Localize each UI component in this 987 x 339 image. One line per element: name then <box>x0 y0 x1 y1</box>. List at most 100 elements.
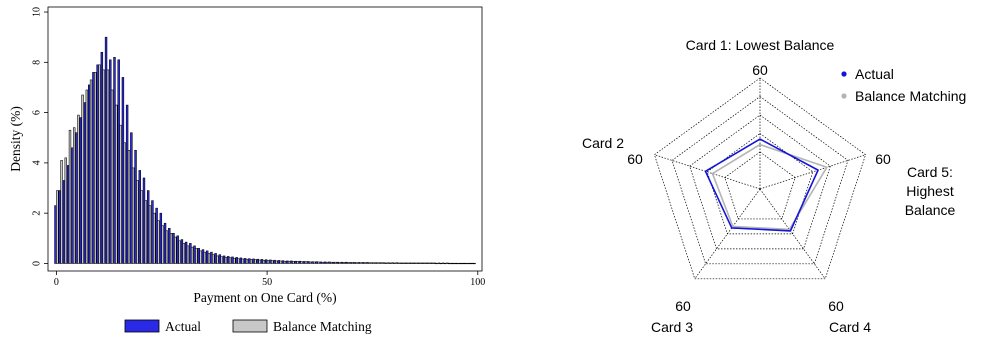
radar-labels: 60 60 60 60 60 Card 1: Lowest Balance Card 5: H… <box>582 37 956 335</box>
matching-bar <box>422 262 426 264</box>
actual-bar <box>323 261 327 264</box>
matching-bar <box>266 260 270 264</box>
radar-spoke <box>654 154 761 190</box>
actual-bar <box>378 262 382 264</box>
matching-bar <box>157 220 160 264</box>
actual-bar <box>319 261 323 264</box>
matching-bar <box>275 260 278 264</box>
matching-bar <box>448 262 451 265</box>
matching-bar <box>98 64 101 264</box>
matching-bar <box>203 251 207 264</box>
matching-bar <box>254 259 257 264</box>
actual-bar <box>168 227 171 264</box>
actual-bar <box>420 262 424 264</box>
matching-bar <box>287 260 291 264</box>
matching-bar <box>296 261 299 264</box>
actual-bar <box>155 207 158 264</box>
actual-bar <box>269 259 272 264</box>
actual-bar <box>227 256 230 264</box>
actual-bar <box>75 132 78 264</box>
actual-bar <box>214 253 217 264</box>
matching-bar <box>110 89 114 264</box>
card-4-max-label: 60 <box>828 298 844 314</box>
actual-bar <box>294 260 297 264</box>
actual-bar <box>109 59 112 264</box>
y-tick-label: 8 <box>31 60 42 65</box>
card-5-max-label: 60 <box>875 151 891 167</box>
radar-spoke <box>759 154 866 190</box>
actual-bar <box>96 64 99 264</box>
radar-legend-balance-matching-marker <box>841 93 847 99</box>
matching-bar <box>367 262 371 264</box>
card-5-axis-label: Balance <box>905 202 956 218</box>
radar-series <box>704 138 828 232</box>
matching-bar <box>77 114 80 264</box>
matching-bar <box>233 257 236 264</box>
radar-ring <box>671 96 849 265</box>
matching-bar <box>363 262 367 264</box>
actual-bar <box>146 190 150 264</box>
actual-bar <box>189 243 192 264</box>
card-4-axis-label: Card 4 <box>829 319 871 335</box>
actual-bar <box>210 251 213 264</box>
radar-ring <box>689 114 831 250</box>
y-tick-label: 2 <box>31 211 42 216</box>
actual-bar <box>429 262 432 264</box>
actual-bar <box>117 59 120 264</box>
actual-bar <box>256 258 259 264</box>
radar-legend: Actual Balance Matching <box>841 66 966 104</box>
histogram-axes: 0 50 100 0 2 4 6 8 10 <box>31 7 485 288</box>
actual-bar <box>349 262 352 264</box>
matching-bar <box>452 262 455 265</box>
card-5-axis-label: Highest <box>906 183 954 199</box>
matching-bar <box>431 262 434 264</box>
actual-bar <box>184 241 188 264</box>
legend-balance-matching-swatch <box>232 319 268 333</box>
legend-balance-matching-label: Balance Matching <box>273 319 372 334</box>
matching-bar <box>469 262 472 265</box>
matching-bar <box>384 262 388 264</box>
card-1-axis-label: Card 1: Lowest Balance <box>686 37 835 53</box>
actual-bar <box>345 261 348 264</box>
matching-bar <box>473 262 476 265</box>
matching-bar <box>131 167 135 264</box>
matching-bar <box>237 258 240 264</box>
matching-bar <box>456 262 459 265</box>
actual-bar <box>88 84 91 264</box>
histogram-plot-frame <box>47 6 483 272</box>
matching-bar <box>435 262 438 265</box>
matching-bar <box>190 246 194 264</box>
matching-bar <box>224 256 228 264</box>
matching-bar <box>460 262 464 265</box>
matching-bar <box>212 254 215 264</box>
actual-bar <box>471 262 474 265</box>
histogram-x-axis-label: Payment on One Card (%) <box>193 290 336 305</box>
matching-bar <box>220 256 223 264</box>
radar-series-actual <box>704 138 819 232</box>
actual-bar <box>180 239 184 264</box>
actual-bar <box>151 200 154 264</box>
actual-bar <box>138 170 141 264</box>
actual-bar <box>450 262 453 265</box>
matching-bar <box>258 259 261 264</box>
actual-bar <box>302 261 306 264</box>
matching-bar <box>380 262 383 264</box>
matching-bar <box>405 262 409 264</box>
actual-bar <box>79 117 82 264</box>
card-3-max-label: 60 <box>675 298 691 314</box>
matching-bar <box>148 205 152 264</box>
radar-legend-balance-matching-label: Balance Matching <box>855 88 966 104</box>
actual-bar <box>281 260 285 264</box>
radar-spoke <box>694 188 761 280</box>
y-tick-label: 6 <box>31 110 42 115</box>
matching-bar <box>304 261 308 264</box>
matching-bar <box>178 240 181 264</box>
actual-bar <box>264 259 268 264</box>
histogram-legend: Actual Balance Matching <box>124 319 372 334</box>
actual-bar <box>463 262 466 265</box>
matching-bar <box>317 261 320 264</box>
radar-grid <box>654 77 866 280</box>
actual-bar <box>332 261 335 264</box>
actual-bar <box>172 233 175 264</box>
